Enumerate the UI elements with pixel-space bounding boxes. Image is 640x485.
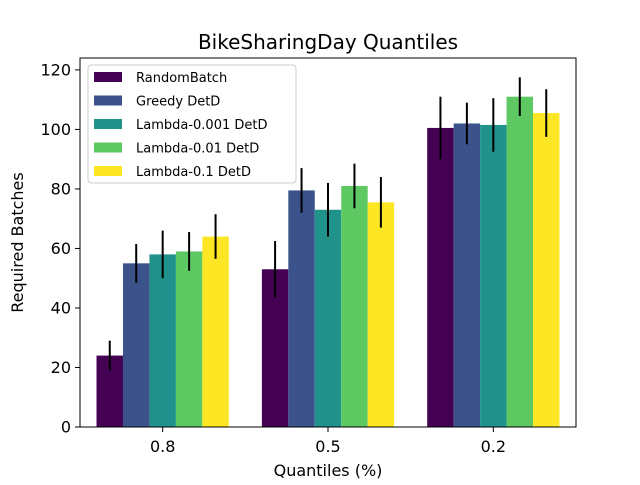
- x-axis-label: Quantiles (%): [274, 461, 383, 480]
- legend-swatch: [94, 119, 122, 129]
- error-bars-layer: [108, 77, 548, 371]
- y-tick-label: 20: [51, 358, 71, 377]
- bar-lambda-0-1-detd-0.8: [202, 236, 229, 427]
- x-tick-label: 0.8: [150, 437, 175, 456]
- legend-swatch: [94, 72, 122, 82]
- bar-lambda-0-1-detd-0.2: [533, 113, 560, 428]
- legend-frame: [87, 64, 297, 184]
- bar-randombatch-0.2: [427, 127, 454, 428]
- legend-label: Greedy DetD: [136, 95, 220, 110]
- bar-greedy-detd-0.5: [288, 190, 315, 427]
- bar-lambda-0-01-detd-0.5: [341, 185, 368, 427]
- y-tick-label: 0: [61, 418, 71, 437]
- bars-layer: [96, 96, 560, 428]
- chart-title: BikeSharingDay Quantiles: [198, 30, 458, 54]
- y-tick-label: 60: [51, 239, 71, 258]
- x-tick-label: 0.2: [481, 437, 506, 456]
- bar-lambda-0-001-detd-0.8: [149, 254, 176, 427]
- legend-swatch: [94, 166, 122, 176]
- bar-lambda-0-01-detd-0.2: [506, 96, 534, 427]
- y-tick-label: 120: [40, 60, 71, 79]
- y-tick-label: 40: [51, 298, 71, 317]
- legend-label: Lambda-0.01 DetD: [136, 142, 259, 157]
- legend-swatch: [94, 95, 122, 106]
- legend-swatch: [94, 142, 122, 153]
- y-tick-label: 100: [40, 120, 71, 139]
- y-axis-label: Required Batches: [8, 172, 27, 312]
- legend-label: Lambda-0.1 DetD: [136, 165, 251, 180]
- legend: RandomBatch Greedy DetD Lambda-0.001 DetD L…: [87, 64, 297, 184]
- x-axis: 0.8 0.5 0.2: [150, 427, 506, 456]
- legend-label: Lambda-0.001 DetD: [136, 118, 268, 133]
- bar-greedy-detd-0.2: [453, 123, 481, 427]
- bar-greedy-detd-0.8: [122, 263, 150, 427]
- bar-lambda-0-001-detd-0.2: [480, 124, 507, 428]
- y-tick-label: 80: [51, 179, 71, 198]
- bar-lambda-0-01-detd-0.8: [175, 251, 203, 427]
- legend-label: RandomBatch: [136, 71, 227, 86]
- y-axis: 0 20 40 60 80 100 120: [40, 60, 80, 437]
- bar-lambda-0-001-detd-0.5: [314, 209, 342, 427]
- bar-lambda-0-1-detd-0.5: [367, 202, 395, 427]
- x-tick-label: 0.5: [315, 437, 340, 456]
